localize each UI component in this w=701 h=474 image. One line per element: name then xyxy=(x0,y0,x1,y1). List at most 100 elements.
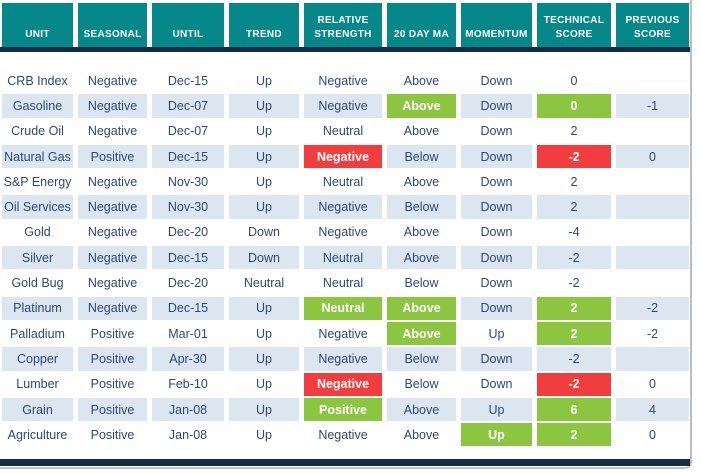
table-cell: Up xyxy=(229,170,299,194)
table-cell: Above xyxy=(387,94,456,118)
table-body: CRB Index Negative Dec-15 Up Negative Above Do… xyxy=(0,69,690,447)
table-cell: Down xyxy=(461,144,532,169)
table-cell: Positive xyxy=(78,321,147,346)
table-cell: 0 xyxy=(616,372,689,396)
unit-cell: Oil Services xyxy=(2,195,73,219)
column-header-momentum: MOMENTUM xyxy=(461,3,532,47)
table-cell xyxy=(616,220,689,245)
table-cell: 2 xyxy=(537,296,611,320)
column-header-seasonal: SEASONAL xyxy=(78,3,147,47)
table-row: Palladium Positive Mar-01 Up Negative Above Up… xyxy=(0,321,690,346)
table-cell: Negative xyxy=(304,144,382,169)
table-cell: 6 xyxy=(537,397,611,422)
table-cell: Negative xyxy=(78,119,147,143)
table-cell: Down xyxy=(461,271,532,295)
column-header-trend: TREND xyxy=(229,3,299,47)
table-cell: Negative xyxy=(78,170,147,194)
table-cell xyxy=(616,69,689,93)
column-header-20-day-ma: 20 DAY MA xyxy=(387,3,456,47)
table-cell: Dec-15 xyxy=(152,69,224,93)
unit-cell: S&P Energy xyxy=(2,170,73,194)
table-cell: 2 xyxy=(537,119,611,143)
table-cell: Neutral xyxy=(304,271,382,295)
table-cell: Down xyxy=(461,119,532,143)
table-cell: -2 xyxy=(537,372,611,396)
table-cell: Above xyxy=(387,220,456,245)
table-cell: Up xyxy=(229,296,299,320)
seasonal-technical-score-table: UNIT SEASONAL UNTIL TREND RELATIVE STRENGTH 2… xyxy=(0,0,692,469)
table-cell: Below xyxy=(387,347,456,371)
unit-cell: CRB Index xyxy=(2,69,73,93)
table-cell: Above xyxy=(387,296,456,320)
table-cell: Up xyxy=(229,397,299,422)
table-row: CRB Index Negative Dec-15 Up Negative Above Do… xyxy=(0,69,690,93)
table-cell: Below xyxy=(387,271,456,295)
table-cell: -2 xyxy=(616,296,689,320)
table-cell: Neutral xyxy=(304,170,382,194)
table-cell: Feb-10 xyxy=(152,372,224,396)
table-cell: Negative xyxy=(78,69,147,93)
table-cell: Negative xyxy=(304,321,382,346)
unit-cell: Natural Gas xyxy=(2,144,73,169)
table-cell: Negative xyxy=(78,271,147,295)
unit-cell: Gold Bug xyxy=(2,271,73,295)
table-cell: 0 xyxy=(616,144,689,169)
table-cell: Negative xyxy=(304,347,382,371)
table-cell: Positive xyxy=(78,144,147,169)
table-cell: Negative xyxy=(78,220,147,245)
table-cell: Up xyxy=(229,144,299,169)
table-cell: Dec-20 xyxy=(152,271,224,295)
table-cell: Up xyxy=(461,321,532,346)
table-cell: Nov-30 xyxy=(152,195,224,219)
unit-cell: Silver xyxy=(2,246,73,270)
table-cell: Down xyxy=(229,246,299,270)
table-row: Copper Positive Apr-30 Up Negative Below Down -… xyxy=(0,347,690,371)
table-cell: -1 xyxy=(616,94,689,118)
table-cell: Negative xyxy=(78,296,147,320)
table-cell: Negative xyxy=(304,69,382,93)
table-cell: Up xyxy=(229,321,299,346)
table-cell: Jan-08 xyxy=(152,423,224,447)
table-cell: Up xyxy=(229,119,299,143)
table-cell: Up xyxy=(229,372,299,396)
table-cell xyxy=(616,246,689,270)
table-cell: Dec-07 xyxy=(152,119,224,143)
table-cell: Apr-30 xyxy=(152,347,224,371)
table-cell: Positive xyxy=(78,423,147,447)
unit-cell: Gasoline xyxy=(2,94,73,118)
table-cell: Above xyxy=(387,170,456,194)
table-cell: Mar-01 xyxy=(152,321,224,346)
table-cell: 0 xyxy=(537,94,611,118)
table-cell: Above xyxy=(387,321,456,346)
table-cell: 2 xyxy=(537,170,611,194)
table-cell: Up xyxy=(229,69,299,93)
unit-cell: Grain xyxy=(2,397,73,422)
unit-cell: Crude Oil xyxy=(2,119,73,143)
table-cell: Nov-30 xyxy=(152,170,224,194)
table-cell: Above xyxy=(387,246,456,270)
table-cell: Neutral xyxy=(229,271,299,295)
table-cell: -2 xyxy=(537,246,611,270)
column-header-technical-score: TECHNICAL SCORE xyxy=(537,3,611,47)
unit-cell: Platinum xyxy=(2,296,73,320)
column-header-relative-strength: RELATIVE STRENGTH xyxy=(304,3,382,47)
table-cell: 2 xyxy=(537,321,611,346)
table-cell: Negative xyxy=(304,94,382,118)
table-cell: Down xyxy=(461,372,532,396)
table-cell: Negative xyxy=(304,372,382,396)
table-row: Gold Negative Dec-20 Down Negative Above Down -… xyxy=(0,220,690,245)
table-cell: -2 xyxy=(537,144,611,169)
table-cell: Dec-15 xyxy=(152,246,224,270)
table-cell: Negative xyxy=(304,220,382,245)
next-table-header-bar xyxy=(0,459,690,467)
table-cell: Above xyxy=(387,397,456,422)
table-cell: Up xyxy=(229,347,299,371)
table-cell: Negative xyxy=(78,94,147,118)
column-header-until: UNTIL xyxy=(152,3,224,47)
table-cell: Up xyxy=(229,195,299,219)
table-cell: 4 xyxy=(616,397,689,422)
table-cell: Below xyxy=(387,195,456,219)
unit-cell: Copper xyxy=(2,347,73,371)
column-header-unit: UNIT xyxy=(2,3,73,47)
table-cell: 0 xyxy=(537,69,611,93)
